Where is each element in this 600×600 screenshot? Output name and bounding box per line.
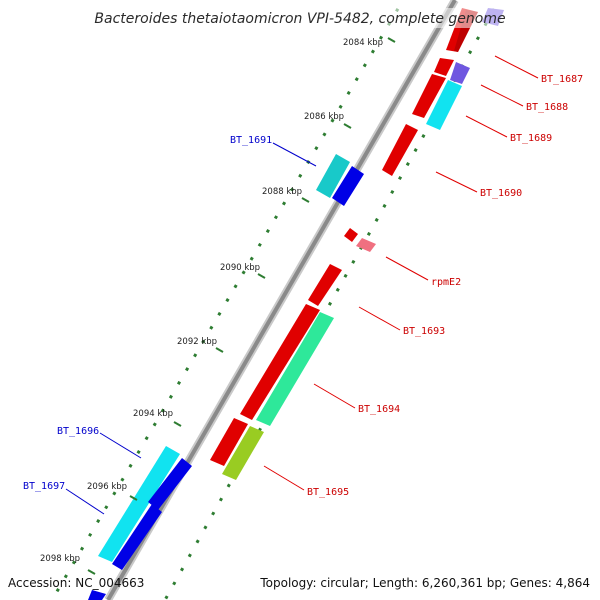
gene-label-bt1690: BT_1690: [480, 188, 522, 199]
scale-label-2084: 2084 kbp: [343, 37, 396, 48]
scale-label-2094: 2094 kbp: [133, 409, 182, 427]
svg-text:2084 kbp: 2084 kbp: [343, 38, 383, 48]
map-title: Bacteroides thetaiotaomicron VPI-5482, c…: [94, 11, 505, 27]
gene-feature-bt1697[interactable]: [112, 458, 192, 570]
gene-feature-bt1694[interactable]: [256, 312, 334, 426]
gene-label-bt1693: BT_1693: [403, 326, 445, 337]
gene-feature-bt1696[interactable]: [98, 446, 180, 562]
gene-label-bt1696: BT_1696: [57, 426, 99, 437]
gene-feature-bt1688-red[interactable]: [412, 74, 446, 118]
topology-text: Topology: circular; Length: 6,260,361 bp…: [259, 576, 590, 590]
gene-label-bt1691: BT_1691: [230, 135, 272, 146]
scale-label-2096: 2096 kbp: [87, 482, 138, 501]
gene-feature-rpme2[interactable]: [344, 228, 376, 252]
gene-feature-bt1695[interactable]: [222, 426, 264, 480]
gene-feature-bt1687[interactable]: [434, 58, 454, 76]
gene-feature-bt1689[interactable]: [426, 80, 462, 130]
inner-tick-track: [50, 0, 405, 600]
gene-feature-bt1695-red[interactable]: [210, 418, 248, 466]
gene-feature-bottom-blue[interactable]: [88, 590, 106, 600]
svg-text:2092 kbp: 2092 kbp: [177, 337, 217, 347]
scale-label-2088: 2088 kbp: [262, 187, 310, 203]
gene-label-bt1689: BT_1689: [510, 133, 552, 144]
gene-feature-bt1694-red[interactable]: [240, 304, 320, 420]
genome-backbone: [104, 0, 459, 600]
gene-label-bt1695: BT_1695: [307, 487, 349, 498]
gene-feature-bt1690[interactable]: [382, 124, 418, 176]
scale-label-2098: 2098 kbp: [40, 554, 96, 575]
svg-text:2086 kbp: 2086 kbp: [304, 112, 344, 122]
leader-lines: [65, 55, 539, 515]
svg-text:2098 kbp: 2098 kbp: [40, 554, 80, 564]
gene-label-rpme2: rpmE2: [431, 277, 461, 288]
svg-text:2094 kbp: 2094 kbp: [133, 409, 173, 419]
accession-text: Accession: NC_004663: [8, 576, 144, 590]
gene-feature-bt1691[interactable]: [316, 154, 364, 206]
gene-label-bt1687: BT_1687: [541, 74, 583, 85]
scale-label-2090: 2090 kbp: [220, 263, 266, 279]
gene-feature-bt1688[interactable]: [450, 62, 470, 84]
svg-text:2096 kbp: 2096 kbp: [87, 482, 127, 492]
scale-label-2092: 2092 kbp: [177, 337, 224, 353]
svg-text:2090 kbp: 2090 kbp: [220, 263, 260, 273]
outer-tick-track: [163, 0, 501, 600]
scale-label-2086: 2086 kbp: [304, 112, 352, 129]
gene-label-bt1697: BT_1697: [23, 481, 65, 492]
gene-feature-bt1693[interactable]: [308, 264, 342, 306]
gene-label-bt1694: BT_1694: [358, 404, 400, 415]
svg-text:2088 kbp: 2088 kbp: [262, 187, 302, 197]
gene-label-bt1688: BT_1688: [526, 102, 568, 113]
